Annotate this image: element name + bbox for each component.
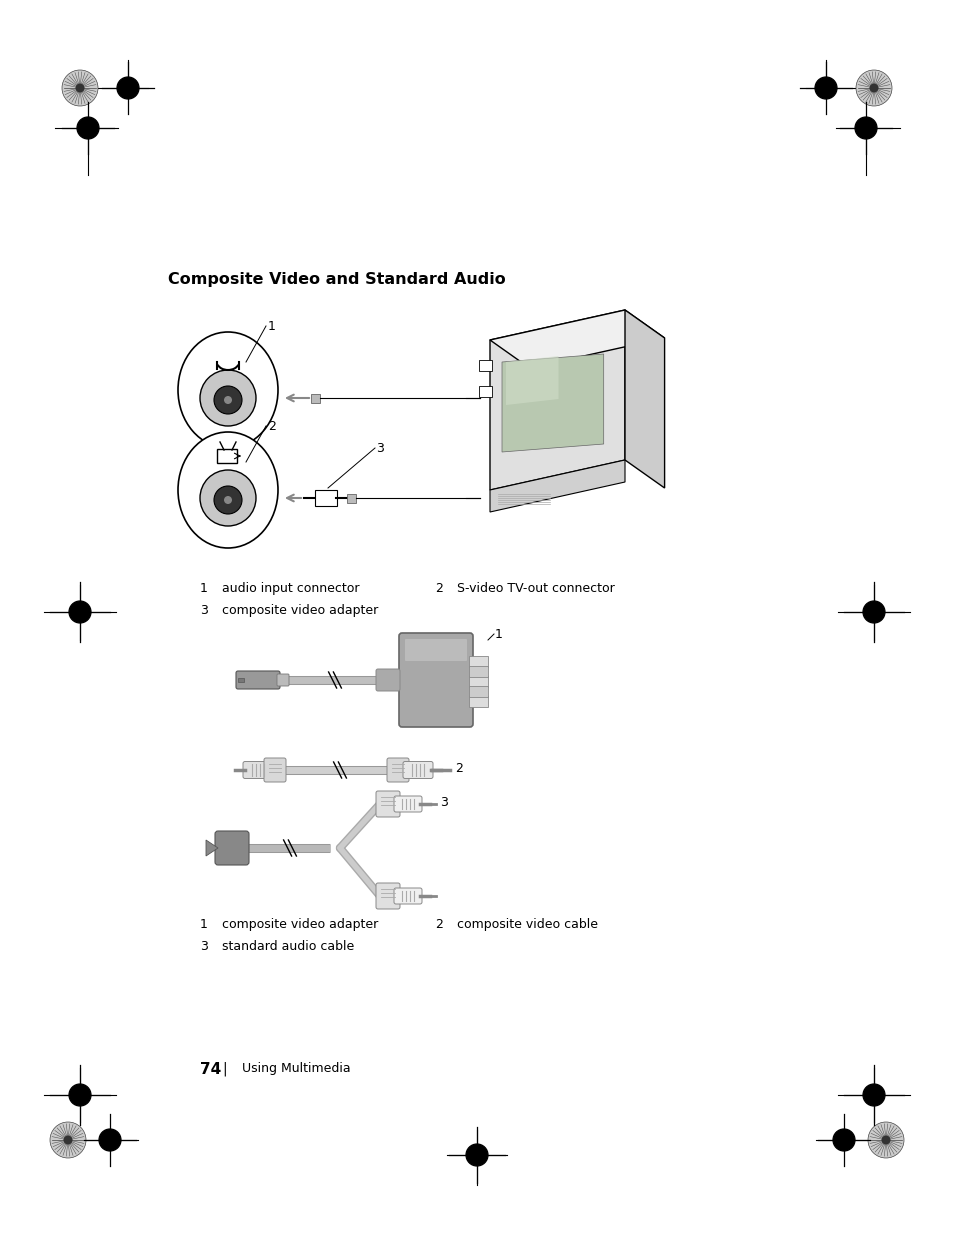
Polygon shape	[505, 356, 558, 405]
Text: audio input connector: audio input connector	[222, 582, 359, 595]
FancyBboxPatch shape	[237, 678, 244, 682]
Circle shape	[99, 1129, 121, 1151]
FancyBboxPatch shape	[469, 676, 488, 687]
Text: S-video TV-out connector: S-video TV-out connector	[456, 582, 614, 595]
Text: composite video adapter: composite video adapter	[222, 604, 377, 618]
Text: 1: 1	[200, 918, 208, 931]
FancyBboxPatch shape	[243, 762, 273, 778]
Circle shape	[862, 1084, 884, 1107]
Text: 1: 1	[495, 629, 502, 641]
Circle shape	[224, 396, 232, 404]
Text: 74: 74	[200, 1062, 221, 1077]
Text: |: |	[222, 1062, 227, 1077]
Text: Using Multimedia: Using Multimedia	[242, 1062, 351, 1074]
Polygon shape	[624, 310, 664, 488]
Circle shape	[832, 1129, 854, 1151]
Polygon shape	[490, 310, 664, 368]
Text: 2: 2	[455, 762, 462, 776]
Circle shape	[200, 471, 255, 526]
FancyBboxPatch shape	[469, 666, 488, 677]
FancyBboxPatch shape	[479, 359, 492, 370]
Circle shape	[75, 84, 85, 93]
FancyBboxPatch shape	[405, 638, 467, 661]
Text: composite video adapter: composite video adapter	[222, 918, 377, 931]
Circle shape	[117, 77, 139, 99]
FancyBboxPatch shape	[469, 685, 488, 697]
FancyBboxPatch shape	[479, 385, 492, 396]
FancyBboxPatch shape	[314, 490, 336, 506]
Text: 3: 3	[200, 940, 208, 953]
Polygon shape	[490, 459, 624, 513]
FancyBboxPatch shape	[402, 762, 433, 778]
Text: composite video cable: composite video cable	[456, 918, 598, 931]
Circle shape	[62, 70, 98, 106]
Circle shape	[50, 1123, 86, 1158]
Text: 1: 1	[268, 320, 275, 333]
Circle shape	[69, 1084, 91, 1107]
Text: 2: 2	[435, 582, 442, 595]
FancyBboxPatch shape	[469, 656, 488, 667]
FancyBboxPatch shape	[469, 695, 488, 706]
Ellipse shape	[178, 432, 277, 548]
Text: 2: 2	[435, 918, 442, 931]
Ellipse shape	[178, 332, 277, 448]
Circle shape	[213, 387, 242, 414]
FancyBboxPatch shape	[375, 669, 399, 692]
FancyBboxPatch shape	[312, 394, 320, 403]
Circle shape	[868, 84, 878, 93]
FancyBboxPatch shape	[347, 494, 356, 503]
Circle shape	[465, 1144, 488, 1166]
FancyBboxPatch shape	[375, 790, 399, 818]
Circle shape	[64, 1135, 72, 1145]
FancyBboxPatch shape	[276, 674, 289, 685]
Circle shape	[213, 487, 242, 514]
FancyBboxPatch shape	[387, 758, 409, 782]
FancyBboxPatch shape	[214, 831, 249, 864]
FancyBboxPatch shape	[375, 883, 399, 909]
Polygon shape	[206, 840, 218, 856]
Text: Composite Video and Standard Audio: Composite Video and Standard Audio	[168, 272, 505, 287]
FancyBboxPatch shape	[394, 797, 421, 811]
Text: 3: 3	[439, 797, 447, 809]
Text: 3: 3	[375, 442, 383, 454]
Circle shape	[69, 601, 91, 622]
Circle shape	[881, 1135, 889, 1145]
Circle shape	[862, 601, 884, 622]
Text: 2: 2	[268, 420, 275, 433]
Circle shape	[855, 70, 891, 106]
Circle shape	[867, 1123, 903, 1158]
Circle shape	[77, 117, 99, 140]
FancyBboxPatch shape	[398, 634, 473, 727]
Text: 3: 3	[200, 604, 208, 618]
Text: 1: 1	[200, 582, 208, 595]
Polygon shape	[501, 354, 603, 452]
Circle shape	[854, 117, 876, 140]
FancyBboxPatch shape	[264, 758, 286, 782]
Circle shape	[200, 370, 255, 426]
Circle shape	[814, 77, 836, 99]
FancyBboxPatch shape	[394, 888, 421, 904]
Text: standard audio cable: standard audio cable	[222, 940, 354, 953]
Circle shape	[224, 496, 232, 504]
FancyBboxPatch shape	[235, 671, 280, 689]
Polygon shape	[490, 310, 624, 490]
